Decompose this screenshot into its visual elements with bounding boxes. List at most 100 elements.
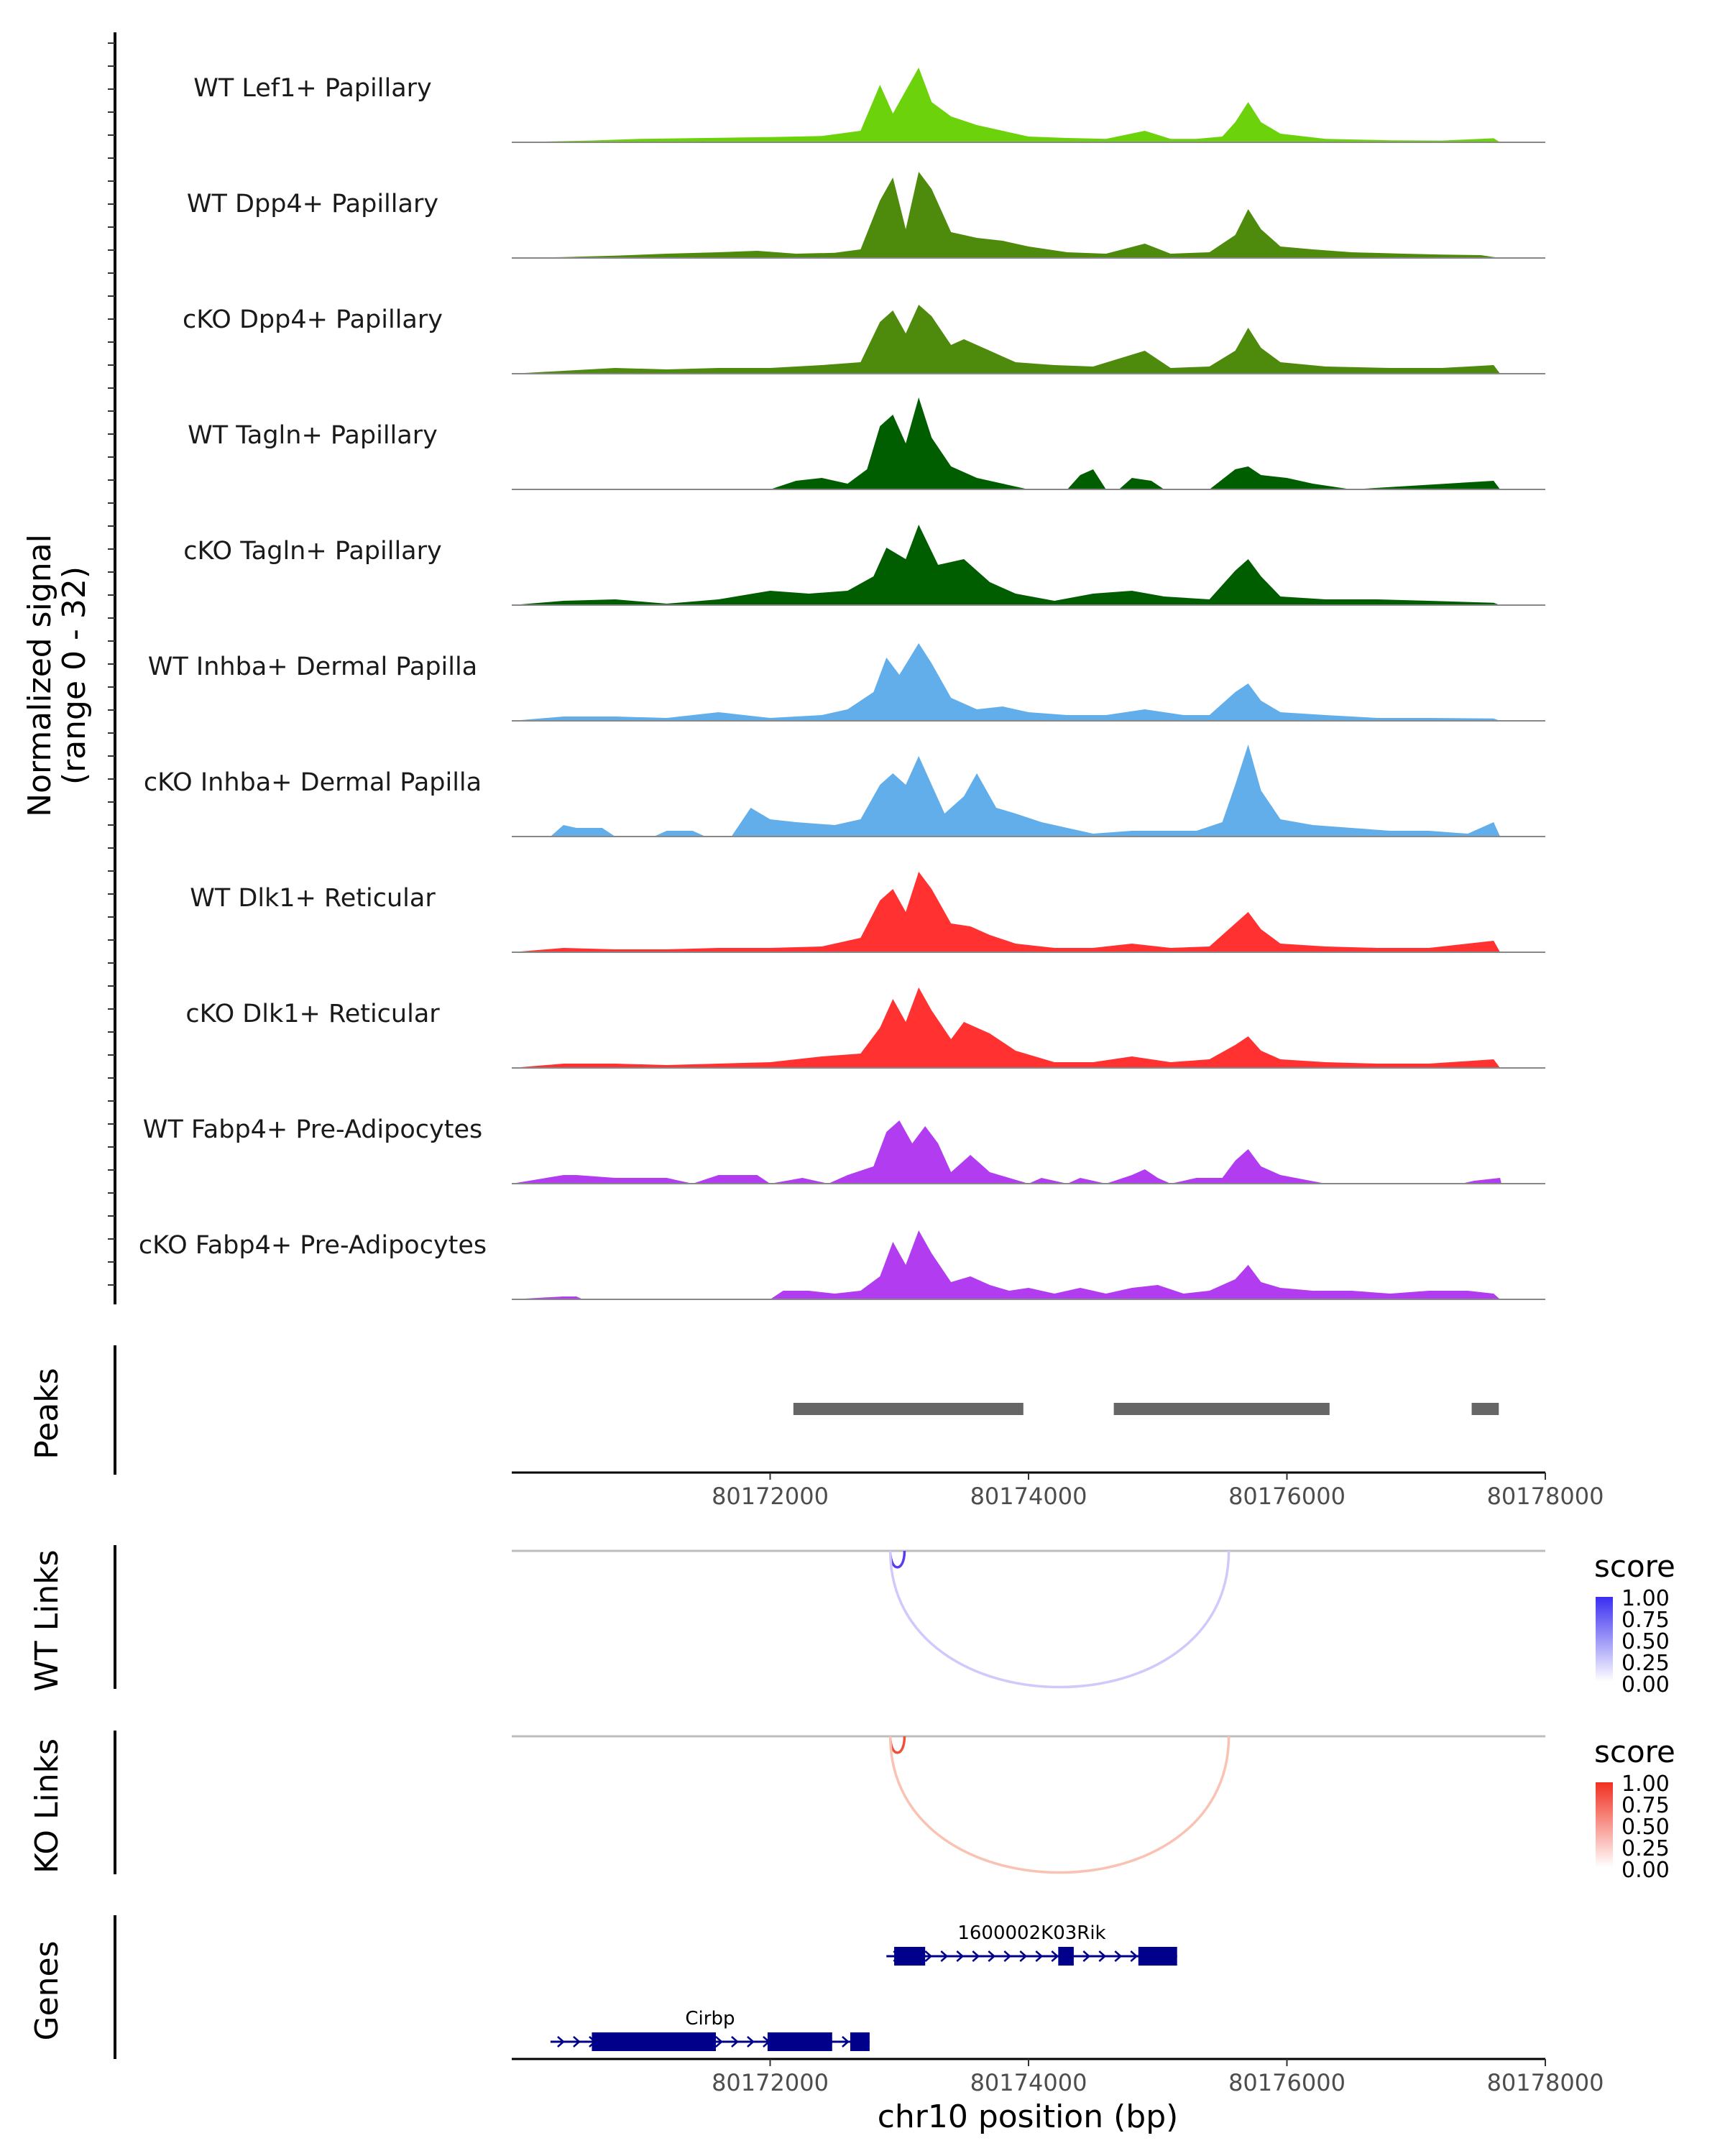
peak-bar — [1471, 1403, 1499, 1415]
x-tick-label: 80172000 — [712, 1483, 829, 1510]
x-tick-label: 80178000 — [1487, 1483, 1604, 1510]
gene-model: 1600002K03Rik — [886, 1922, 1177, 1966]
coverage-track: cKO Dpp4+ Papillary — [183, 305, 1545, 374]
gene-models: 1600002K03Rik Cirbp — [550, 1922, 1177, 2051]
coverage-track-label: WT Inhba+ Dermal Papilla — [148, 653, 477, 681]
gene-exon — [767, 2032, 832, 2051]
ko-legend-tick: 0.25 — [1622, 1836, 1670, 1861]
link-arc — [888, 1550, 906, 1569]
strand-chevron — [1114, 1950, 1123, 1962]
peak-intervals — [793, 1403, 1499, 1415]
coverage-track-label: WT Fabp4+ Pre-Adipocytes — [143, 1115, 482, 1144]
gene-name-label: 1600002K03Rik — [957, 1922, 1105, 1944]
strand-chevron — [1003, 1950, 1012, 1962]
strand-chevron — [1051, 1950, 1059, 1962]
coverage-area — [512, 172, 1501, 258]
strand-chevron — [1035, 1950, 1044, 1962]
wt-legend-tick: 0.75 — [1622, 1608, 1670, 1633]
coverage-track: WT Dpp4+ Papillary — [187, 172, 1545, 259]
gene-exon — [1138, 1947, 1177, 1966]
strand-chevron — [956, 1950, 965, 1962]
ko-legend-tick: 0.75 — [1622, 1793, 1670, 1818]
x-axis-top: 80172000 80174000 80176000 80178000 — [512, 1471, 1604, 1510]
coverage-track: cKO Tagln+ Papillary — [183, 525, 1545, 606]
strand-chevron — [924, 1950, 933, 1962]
x-axis-title: chr10 position (bp) — [878, 2099, 1179, 2135]
coverage-area — [512, 525, 1501, 605]
links-panel — [512, 1549, 1545, 1689]
coverage-area — [512, 643, 1501, 721]
gene-name-label: Cirbp — [685, 2008, 735, 2030]
coverage-area — [512, 305, 1501, 374]
coverage-track: WT Dlk1+ Reticular — [190, 872, 1545, 953]
coverage-area — [512, 397, 1501, 489]
wt-legend-tick: 0.00 — [1622, 1672, 1670, 1697]
y-axis-title: Normalized signal (range 0 - 32) — [22, 534, 93, 817]
coverage-track-label: cKO Fabp4+ Pre-Adipocytes — [139, 1231, 487, 1260]
coverage-track-label: WT Lef1+ Papillary — [193, 74, 432, 103]
gene-exon — [894, 1947, 926, 1966]
genes-title: Genes — [29, 1940, 65, 2040]
coverage-area — [512, 745, 1501, 837]
link-arc — [888, 1736, 906, 1754]
coverage-track-label: cKO Dpp4+ Papillary — [183, 305, 443, 334]
strand-chevron — [1098, 1950, 1107, 1962]
y-axis-title-line1: Normalized signal — [22, 534, 58, 817]
wt-legend-tick: 1.00 — [1622, 1586, 1670, 1611]
coverage-area — [512, 987, 1501, 1068]
coverage-track: cKO Inhba+ Dermal Papilla — [144, 745, 1545, 837]
ko-legend-tick: 0.50 — [1622, 1815, 1670, 1840]
peak-bar — [1113, 1403, 1330, 1415]
link-arcs — [512, 1549, 1545, 1874]
coverage-track-label: WT Dpp4+ Papillary — [187, 190, 438, 218]
link-arc — [888, 1736, 1230, 1874]
ko-links-title: KO Links — [29, 1738, 65, 1874]
strand-chevron — [573, 2036, 581, 2047]
coverage-track: WT Fabp4+ Pre-Adipocytes — [143, 1115, 1545, 1184]
ko-legend-title: score — [1594, 1734, 1675, 1769]
strand-chevron — [1082, 1950, 1091, 1962]
x-tick-label: 80174000 — [970, 1483, 1087, 1510]
wt-links-legend: score 1.00 0.75 0.50 0.25 0.00 — [1594, 1549, 1675, 1697]
gene-exon — [1058, 1947, 1074, 1966]
x-tick-label: 80176000 — [1228, 2069, 1346, 2096]
y-axis-title-line2: (range 0 - 32) — [56, 566, 93, 785]
wt-links-title: WT Links — [29, 1549, 65, 1691]
coverage-track: WT Tagln+ Papillary — [188, 397, 1545, 490]
wt-legend-tick: 0.25 — [1622, 1651, 1670, 1676]
coverage-track-label: WT Tagln+ Papillary — [188, 421, 438, 450]
x-axis-bottom: 80172000 80174000 80176000 80178000 — [512, 2058, 1604, 2096]
wt-legend-title: score — [1594, 1549, 1675, 1584]
wt-legend-tick: 0.50 — [1622, 1629, 1670, 1654]
coverage-track-label: cKO Tagln+ Papillary — [183, 537, 442, 566]
coverage-track: cKO Fabp4+ Pre-Adipocytes — [139, 1230, 1545, 1300]
coverage-area — [512, 1230, 1501, 1299]
strand-chevron — [715, 2036, 723, 2047]
ko-legend-colorbar — [1596, 1782, 1613, 1867]
links-panel — [512, 1735, 1545, 1874]
wt-legend-colorbar — [1596, 1597, 1613, 1682]
ko-links-title-text: KO Links — [29, 1738, 65, 1874]
link-arc — [888, 1550, 1230, 1689]
coverage-area — [512, 872, 1501, 952]
genes-title-text: Genes — [29, 1940, 65, 2040]
strand-chevron — [940, 1950, 949, 1962]
x-tick-label: 80176000 — [1228, 1483, 1346, 1510]
coverage-area — [512, 68, 1501, 142]
x-tick-label: 80172000 — [712, 2069, 829, 2096]
x-tick-label: 80178000 — [1487, 2069, 1604, 2096]
gene-model: Cirbp — [550, 2008, 870, 2051]
coverage-track-label: cKO Inhba+ Dermal Papilla — [144, 768, 482, 797]
strand-chevron — [972, 1950, 980, 1962]
coverage-track-label: cKO Dlk1+ Reticular — [185, 1000, 440, 1028]
strand-chevron — [842, 2036, 850, 2047]
strand-chevron — [731, 2036, 739, 2047]
peak-bar — [793, 1403, 1024, 1415]
wt-links-title-text: WT Links — [29, 1549, 65, 1691]
ko-legend-tick: 1.00 — [1622, 1772, 1670, 1797]
strand-chevron — [1019, 1950, 1028, 1962]
ko-legend-tick: 0.00 — [1622, 1858, 1670, 1883]
strand-chevron — [988, 1950, 996, 1962]
coverage-y-ticks — [108, 42, 115, 1286]
